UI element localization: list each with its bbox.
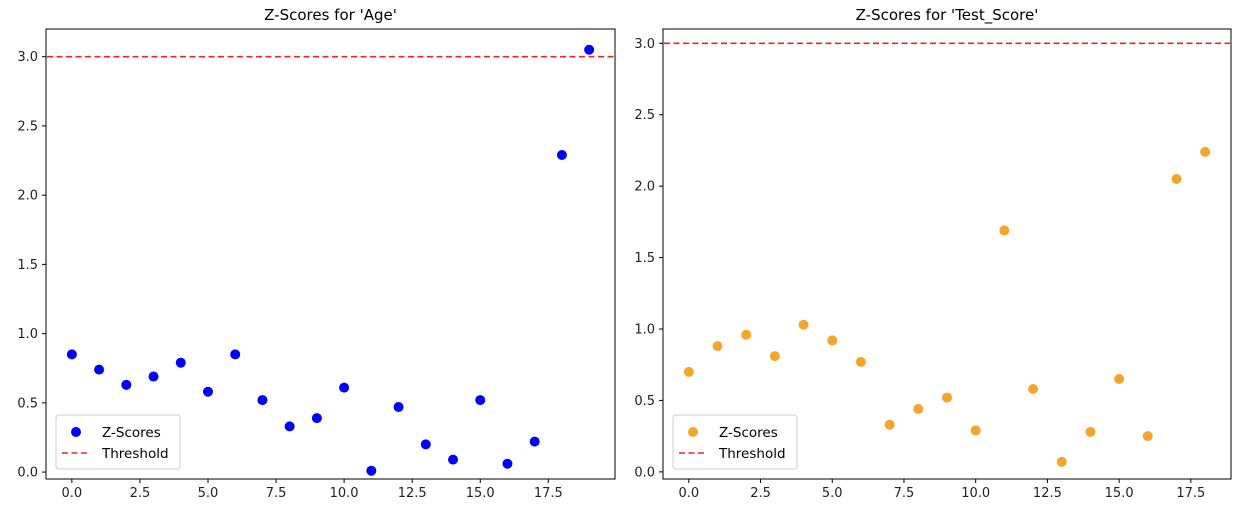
y-tick-label: 1.5	[17, 258, 38, 273]
x-tick-label: 10.0	[330, 486, 359, 501]
y-tick-label: 1.5	[634, 251, 655, 266]
data-point	[683, 366, 694, 377]
data-point	[202, 386, 213, 397]
data-point	[1142, 431, 1153, 442]
legend-label-threshold: Threshold	[718, 446, 786, 462]
legend	[672, 414, 798, 470]
data-point	[827, 335, 838, 346]
data-point	[148, 371, 159, 382]
y-tick-label: 2.5	[17, 119, 38, 134]
data-point	[1085, 426, 1096, 437]
x-tick-label: 0.0	[62, 486, 83, 501]
data-point	[502, 458, 513, 469]
y-tick-label: 2.0	[17, 189, 38, 204]
y-tick-label: 0.0	[634, 465, 655, 480]
data-point	[741, 329, 752, 340]
data-point	[1114, 374, 1125, 384]
y-tick-label: 3.0	[17, 50, 38, 65]
data-point	[855, 356, 866, 367]
legend-label-zscores: Z-Scores	[719, 425, 778, 441]
data-point	[584, 44, 595, 55]
data-point	[769, 351, 780, 362]
data-point	[999, 225, 1010, 236]
x-tick-label: 15.0	[1105, 486, 1134, 501]
data-point	[556, 150, 567, 160]
data-point	[339, 382, 350, 393]
data-point	[1056, 456, 1067, 467]
data-point	[970, 425, 981, 436]
plot-frame	[45, 28, 616, 480]
x-tick-label: 2.5	[750, 486, 771, 501]
chart-panel-age: Z-Scores for 'Age' 0.0 2.5 5.0 7.5 10.0 12.5 15…	[17, 6, 616, 501]
x-tick-label: 15.0	[466, 486, 495, 501]
data-point	[942, 392, 952, 403]
data-point	[448, 454, 459, 465]
data-point	[798, 319, 809, 330]
x-tick-label: 12.5	[398, 486, 427, 501]
data-point	[529, 436, 540, 447]
x-tick-label: 10.0	[961, 486, 990, 501]
data-point	[366, 465, 377, 476]
data-point	[475, 395, 486, 406]
x-tick-label: 5.0	[822, 486, 843, 501]
data-point	[1200, 146, 1211, 157]
plot-frame	[662, 28, 1232, 480]
x-tick-label: 7.5	[266, 486, 287, 501]
y-tick-label: 1.0	[634, 323, 655, 338]
chart-panel-test-score: Z-Scores for 'Test_Score' 0.0 2.5 5.0 7.5 10.…	[634, 6, 1232, 501]
x-tick-label: 17.5	[1176, 486, 1205, 501]
x-tick-label: 17.5	[534, 486, 563, 501]
x-tick-label: 2.5	[130, 486, 151, 501]
chart-title: Z-Scores for 'Age'	[264, 6, 397, 24]
legend-marker-zscores	[688, 427, 698, 437]
y-tick-label: 0.0	[17, 466, 38, 481]
data-point	[913, 404, 924, 414]
y-tick-label: 0.5	[17, 396, 38, 411]
data-point	[257, 395, 268, 406]
x-tick-label: 0.0	[678, 486, 699, 501]
data-point	[230, 349, 241, 360]
y-tick-label: 3.0	[634, 37, 655, 52]
data-point	[1171, 174, 1182, 184]
data-point	[66, 349, 77, 360]
data-point	[284, 421, 295, 432]
legend-label-threshold: Threshold	[101, 446, 169, 462]
legend	[55, 414, 181, 470]
x-tick-label: 5.0	[198, 486, 219, 501]
x-tick-label: 7.5	[894, 486, 915, 501]
x-tick-label: 12.5	[1033, 486, 1062, 501]
data-point	[311, 413, 322, 424]
data-point	[712, 341, 723, 352]
y-tick-label: 2.0	[634, 180, 655, 195]
y-tick-label: 1.0	[17, 327, 38, 342]
data-point	[393, 402, 404, 412]
data-point	[884, 419, 895, 430]
data-point	[1028, 384, 1039, 394]
chart-title: Z-Scores for 'Test_Score'	[856, 6, 1039, 25]
data-point	[420, 439, 431, 450]
y-tick-label: 2.5	[634, 108, 655, 123]
data-point	[94, 364, 105, 375]
data-point	[175, 357, 186, 368]
legend-label-zscores: Z-Scores	[102, 425, 161, 441]
data-point	[121, 379, 132, 390]
legend-marker-zscores	[71, 427, 81, 437]
y-tick-label: 0.5	[634, 394, 655, 409]
